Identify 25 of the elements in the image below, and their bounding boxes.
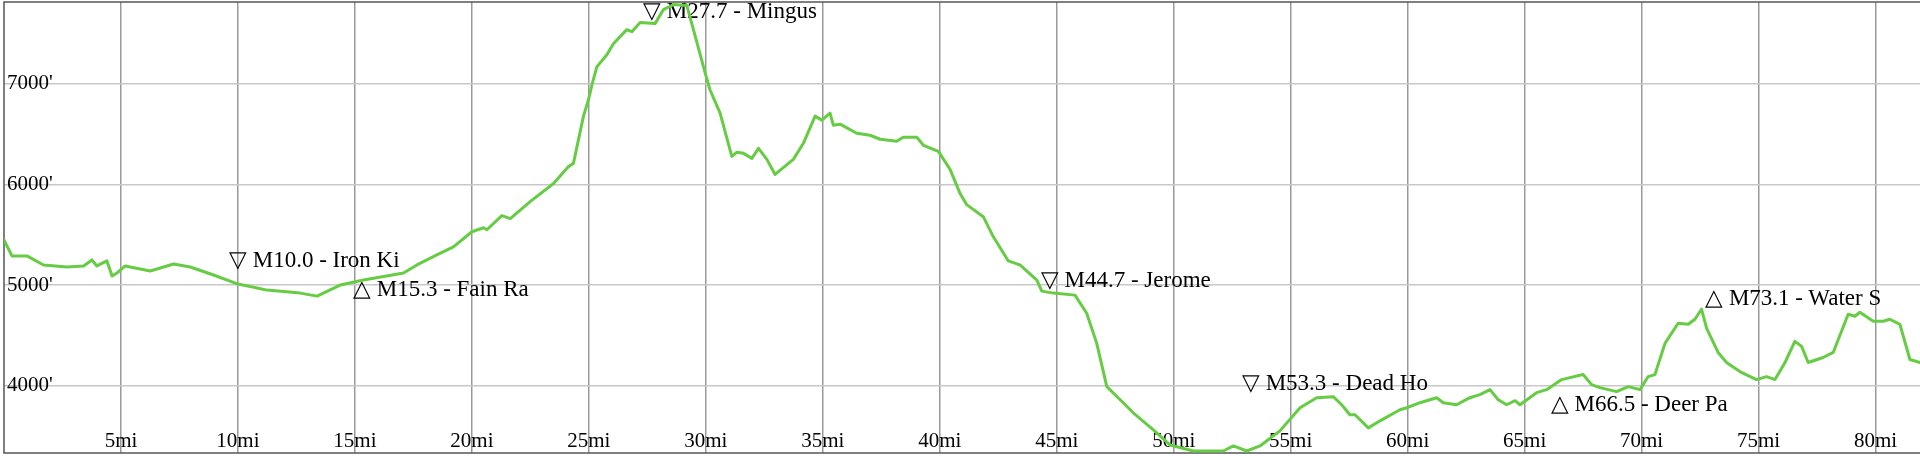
x-tick-label: 40mi bbox=[918, 428, 962, 452]
x-tick-label: 5mi bbox=[104, 428, 138, 452]
x-tick-label: 80mi bbox=[1853, 428, 1898, 452]
x-tick-label: 20mi bbox=[450, 428, 494, 452]
x-tick-label: 55mi bbox=[1269, 428, 1313, 452]
x-tick-label: 15mi bbox=[333, 428, 377, 452]
annotation: △ M66.5 - Deer Pa bbox=[1550, 390, 1728, 416]
annotation: △ M73.1 - Water S bbox=[1705, 285, 1882, 311]
x-tick-label: 30mi bbox=[684, 428, 728, 452]
annotation: ▽ M10.0 - Iron Ki bbox=[228, 247, 400, 273]
x-tick-label: 60mi bbox=[1386, 428, 1430, 452]
x-tick-label: 35mi bbox=[801, 428, 845, 452]
annotation: △ M15.3 - Fain Ra bbox=[352, 276, 529, 302]
x-tick-label: 70mi bbox=[1620, 428, 1664, 452]
x-tick-label: 10mi bbox=[216, 428, 260, 452]
x-tick-label: 45mi bbox=[1035, 428, 1079, 452]
x-tick-label: 75mi bbox=[1736, 428, 1781, 452]
annotation: ▽ M44.7 - Jerome bbox=[1040, 267, 1211, 293]
y-tick-label: 4000' bbox=[7, 372, 53, 397]
y-tick-label: 6000' bbox=[7, 171, 53, 196]
annotation: ▽ M53.3 - Dead Ho bbox=[1241, 369, 1428, 395]
x-tick-label: 25mi bbox=[567, 428, 611, 452]
y-tick-label: 5000' bbox=[7, 271, 53, 296]
y-tick-label: 7000' bbox=[7, 70, 53, 95]
x-tick-label: 65mi bbox=[1503, 428, 1547, 452]
